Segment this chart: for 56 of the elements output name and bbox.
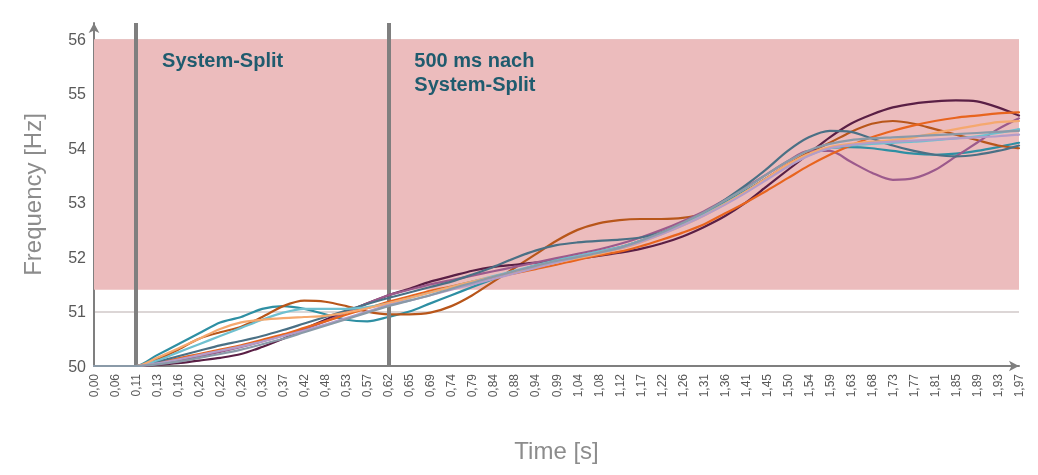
y-tick-label: 56 — [68, 30, 87, 48]
x-tick-label: 0,79 — [465, 373, 480, 398]
x-tick-label: 0,88 — [507, 373, 522, 398]
x-tick-label: 0,26 — [234, 373, 249, 398]
x-tick-label: 1,68 — [864, 373, 879, 398]
x-tick-label: 1,12 — [612, 373, 627, 398]
x-tick-label: 1,59 — [822, 373, 837, 398]
x-tick-label: 0,74 — [444, 373, 459, 398]
x-tick-label: 1,50 — [780, 373, 795, 398]
x-tick-label: 0,00 — [87, 373, 101, 398]
x-tick-label: 1,93 — [990, 373, 1005, 398]
x-tick-label: 1,81 — [927, 373, 942, 398]
x-tick-label: 1,85 — [948, 373, 963, 398]
x-tick-label: 1,63 — [843, 373, 858, 398]
x-tick-label: 0,16 — [171, 373, 186, 398]
x-tick-label: 1,31 — [696, 373, 711, 398]
x-tick-label: 1,41 — [738, 373, 753, 398]
x-tick-label: 1,17 — [633, 373, 648, 398]
x-tick-label: 0,13 — [150, 373, 165, 398]
ref-line-label: System-Split — [162, 49, 284, 71]
x-tick-label: 1,22 — [654, 373, 669, 398]
x-tick-label: 0,57 — [360, 373, 375, 398]
y-tick-label: 50 — [68, 357, 87, 375]
x-tick-label: 1,08 — [591, 373, 606, 398]
x-tick-label: 1,36 — [717, 373, 732, 398]
x-tick-label: 0,65 — [402, 373, 417, 398]
y-tick-label: 51 — [68, 303, 87, 321]
y-tick-label: 55 — [68, 85, 87, 103]
x-tick-label: 0,20 — [192, 373, 207, 398]
y-tick-label: 52 — [68, 248, 87, 266]
x-tick-label: 1,73 — [885, 373, 900, 398]
x-axis-title: Time [s] — [514, 436, 599, 464]
x-tick-label: 1,77 — [906, 373, 921, 398]
x-tick-label: 0,94 — [528, 373, 543, 398]
x-tick-label: 0,22 — [213, 373, 228, 398]
x-tick-label: 1,54 — [801, 373, 816, 398]
x-tick-label: 1,89 — [969, 373, 984, 398]
x-tick-label: 0,06 — [108, 373, 123, 398]
x-tick-label: 0,53 — [339, 373, 354, 398]
x-tick-label: 0,37 — [276, 373, 291, 398]
x-tick-label: 0,42 — [297, 373, 312, 398]
x-tick-label: 1,26 — [675, 373, 690, 398]
x-tick-label: 1,97 — [1012, 373, 1026, 398]
x-tick-label: 0,84 — [486, 373, 501, 398]
x-tick-label: 1,45 — [759, 373, 774, 398]
x-tick-label: 0,69 — [423, 373, 438, 398]
x-tick-label: 1,04 — [570, 373, 585, 398]
ref-line-label: 500 ms nach System-Split — [414, 49, 536, 95]
y-tick-label: 54 — [68, 139, 87, 157]
y-axis-title: Frequency [Hz] — [18, 113, 46, 276]
x-tick-label: 0,11 — [129, 373, 144, 397]
x-tick-label: 0,32 — [255, 373, 270, 398]
x-tick-label: 0,99 — [549, 373, 564, 398]
x-tick-label: 0,62 — [381, 373, 396, 398]
y-tick-label: 53 — [68, 194, 87, 212]
x-tick-label: 0,48 — [318, 373, 333, 398]
